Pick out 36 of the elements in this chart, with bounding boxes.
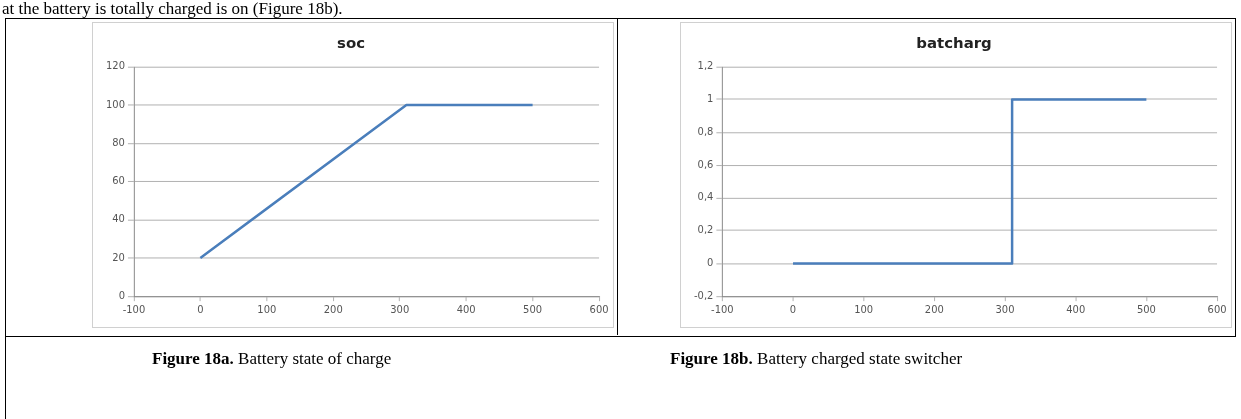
x-tick-label: 400: [1066, 303, 1086, 315]
y-tick-label: 0,4: [697, 191, 714, 203]
text: at the battery is totally charged is on (Figure 18b).: [2, 0, 343, 18]
x-tick-label: 600: [1207, 303, 1227, 315]
caption: Figure 18b. Battery charged state switcher: [670, 349, 963, 369]
y-tick-label: 0,6: [697, 158, 714, 170]
y-tick-label: 60: [112, 175, 125, 187]
y-tick-label: 1: [707, 93, 714, 105]
x-tick-label: 500: [523, 303, 543, 315]
x-tick-label: 400: [456, 303, 476, 315]
y-tick-label: 0,8: [697, 125, 714, 137]
x-tick-label: 100: [257, 303, 277, 315]
x-tick-label: 0: [197, 303, 204, 315]
x-tick-label: 0: [789, 303, 797, 315]
y-tick-label: 0,2: [697, 224, 714, 236]
y-tick-label: -0,2: [693, 289, 714, 301]
y-tick-label: 40: [112, 213, 125, 225]
x-tick-label: 300: [390, 303, 410, 315]
y-tick-label: 100: [105, 98, 125, 110]
x-tick-label: 100: [854, 303, 874, 315]
x-tick-label: 300: [995, 303, 1015, 315]
x-tick-label: 200: [323, 303, 343, 315]
y-tick-label: 0: [707, 257, 714, 268]
y-tick-label: 0: [118, 289, 125, 301]
chart-title: soc: [337, 33, 365, 52]
x-tick-label: -100: [711, 303, 734, 315]
chart-title: batcharg: [916, 33, 992, 52]
y-tick-label: 20: [112, 251, 125, 263]
caption: Figure 18a. Battery state of charge: [152, 349, 392, 369]
y-tick-label: 120: [105, 60, 125, 72]
x-tick-label: 600: [589, 303, 609, 315]
x-tick-label: -100: [122, 303, 146, 315]
y-tick-label: 1,2: [697, 60, 714, 72]
x-tick-label: 500: [1136, 303, 1156, 315]
y-tick-label: 80: [112, 136, 125, 148]
x-tick-label: 200: [924, 303, 944, 315]
